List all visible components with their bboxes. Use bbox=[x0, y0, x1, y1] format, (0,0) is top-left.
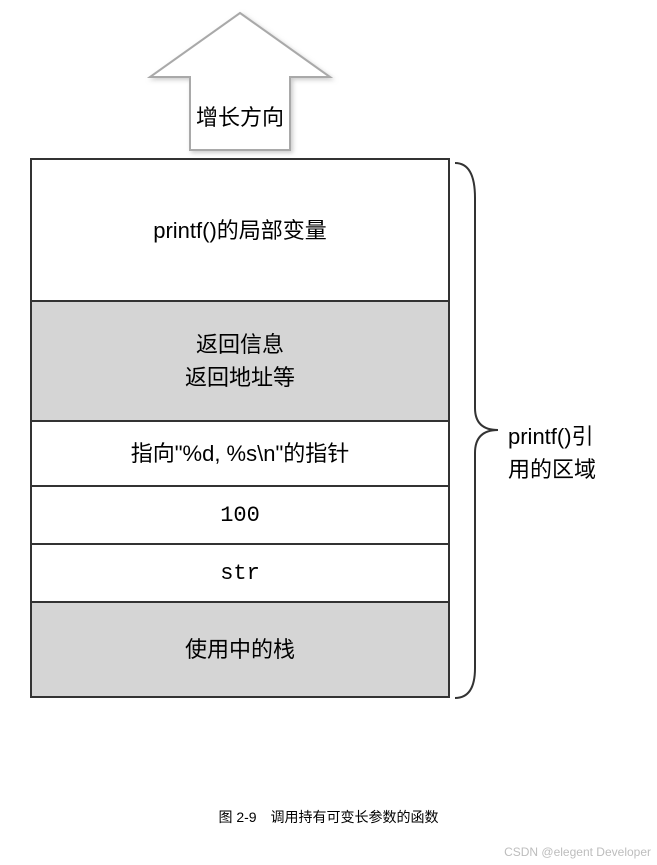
cell-text: 100 bbox=[220, 499, 260, 532]
brace-icon bbox=[450, 158, 505, 703]
arrow-icon bbox=[140, 5, 340, 160]
figure-caption: 图 2-9 调用持有可变长参数的函数 bbox=[0, 807, 657, 827]
cell-text: 返回信息 bbox=[185, 328, 295, 361]
growth-arrow: 增长方向 bbox=[140, 5, 340, 160]
cell-text: 返回地址等 bbox=[185, 361, 295, 394]
stack-cell-return-info: 返回信息 返回地址等 bbox=[32, 300, 448, 420]
cell-text: str bbox=[220, 557, 260, 590]
stack-cell-format-ptr: 指向"%d, %s\n"的指针 bbox=[32, 420, 448, 485]
diagram-container: 增长方向 printf()的局部变量 返回信息 返回地址等 指向"%d, %s\… bbox=[0, 0, 657, 865]
stack-cell-arg-100: 100 bbox=[32, 485, 448, 543]
cell-text: 使用中的栈 bbox=[185, 633, 295, 666]
cell-text: 指向"%d, %s\n"的指针 bbox=[131, 437, 350, 470]
bracket-text: 用的区域 bbox=[508, 453, 648, 486]
cell-text: printf()的局部变量 bbox=[153, 214, 327, 247]
stack-cell-arg-str: str bbox=[32, 543, 448, 601]
arrow-label: 增长方向 bbox=[140, 100, 340, 132]
bracket-label: printf()引 用的区域 bbox=[508, 420, 648, 486]
stack-cell-in-use: 使用中的栈 bbox=[32, 601, 448, 696]
stack-cell-locals: printf()的局部变量 bbox=[32, 160, 448, 300]
stack-table: printf()的局部变量 返回信息 返回地址等 指向"%d, %s\n"的指针… bbox=[30, 158, 450, 698]
watermark: CSDN @elegent Developer bbox=[504, 845, 651, 859]
bracket-text: printf()引 bbox=[508, 420, 648, 453]
